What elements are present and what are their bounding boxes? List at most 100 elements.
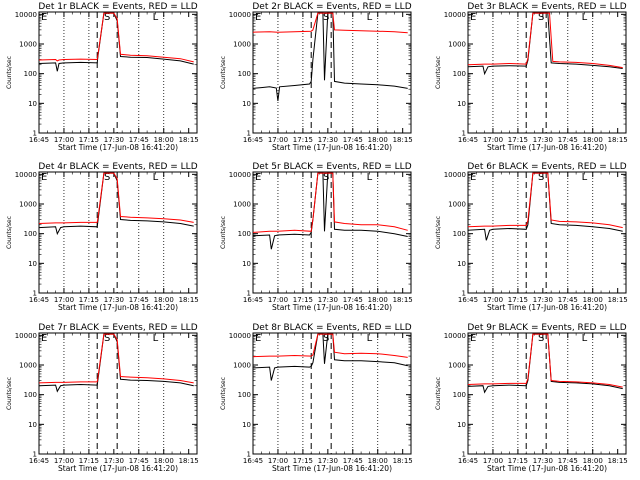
y-tick-label: 1 [247,130,251,138]
y-tick-label: 1000 [448,201,466,209]
panel-det-9: Det 9r BLACK = Events, RED = LLD 1 10 100 10… [435,323,628,473]
y-tick-label: 1000 [19,362,37,370]
series-lld-line [39,12,194,63]
y-axis-label: Counts/sec [220,56,227,89]
series-lld-line [468,333,623,388]
marker-L: L [582,12,588,23]
y-axis-label: Counts/sec [435,56,442,89]
x-tick-label: 16:45 [243,296,263,304]
x-tick-label: 17:15 [293,296,313,304]
y-tick-label: 1000 [448,41,466,49]
panel-title: Det 7r BLACK = Events, RED = LLD [38,323,197,333]
marker-S: S [323,172,329,183]
y-tick-label: 1 [33,290,37,298]
y-tick-label: 10000 [229,171,251,179]
panel-title: Det 5r BLACK = Events, RED = LLD [252,162,411,172]
marker-L: L [153,172,159,183]
y-tick-label: 100 [238,70,251,78]
marker-E: E [470,172,476,183]
marker-L: L [153,12,159,23]
x-tick-label: 17:15 [79,136,99,144]
series-lld-line [39,172,194,224]
y-tick-label: 1 [33,451,37,459]
x-tick-label: 18:00 [154,136,174,144]
x-tick-label: 16:45 [29,457,49,465]
y-tick-label: 1000 [233,41,251,49]
y-tick-label: 10000 [229,11,251,19]
panel-title: Det 6r BLACK = Events, RED = LLD [467,162,626,172]
x-tick-label: 17:15 [508,296,528,304]
x-axis-label: Start Time (17-Jun-08 16:41:20) [272,143,392,152]
marker-L: L [582,172,588,183]
y-tick-label: 10 [457,100,466,108]
x-tick-label: 18:15 [179,296,199,304]
marker-S: S [538,333,544,344]
x-tick-label: 17:30 [104,136,124,144]
y-tick-label: 10000 [229,332,251,340]
x-tick-label: 18:15 [179,136,199,144]
marker-L: L [153,333,159,344]
x-tick-label: 17:30 [318,136,338,144]
series-lld-line [468,12,623,69]
x-tick-label: 18:15 [608,457,628,465]
y-tick-label: 1 [462,451,466,459]
y-tick-label: 10 [28,260,37,268]
y-tick-label: 100 [453,70,466,78]
y-tick-label: 10 [28,421,37,429]
marker-L: L [582,333,588,344]
y-tick-label: 1000 [233,201,251,209]
series-lld-line [39,333,194,384]
y-axis-label: Counts/sec [6,56,13,89]
marker-L: L [367,333,373,344]
panel-det-4: Det 4r BLACK = Events, RED = LLD 1 10 100 10… [6,162,199,312]
panel-title: Det 8r BLACK = Events, RED = LLD [252,323,411,333]
x-tick-label: 17:15 [508,136,528,144]
y-tick-label: 1000 [448,362,466,370]
x-tick-label: 17:00 [268,457,288,465]
x-tick-label: 18:00 [368,457,388,465]
x-tick-label: 17:15 [293,136,313,144]
marker-E: E [470,333,476,344]
series-events-line [39,12,194,72]
panel-title: Det 9r BLACK = Events, RED = LLD [467,323,626,333]
y-tick-label: 10 [242,260,251,268]
y-tick-label: 10000 [15,171,37,179]
marker-E: E [470,12,476,23]
panel-det-2: Det 2r BLACK = Events, RED = LLD 1 10 100 10… [220,2,413,152]
x-axis-label: Start Time (17-Jun-08 16:41:20) [487,464,607,473]
x-tick-label: 17:45 [129,136,149,144]
x-tick-label: 16:45 [29,136,49,144]
y-tick-label: 100 [238,391,251,399]
y-tick-label: 10000 [444,11,466,19]
x-tick-label: 17:00 [268,136,288,144]
x-tick-label: 17:00 [54,296,74,304]
x-tick-label: 18:15 [393,457,413,465]
x-tick-label: 17:00 [483,296,503,304]
panel-title: Det 1r BLACK = Events, RED = LLD [38,2,197,12]
x-tick-label: 17:45 [343,136,363,144]
x-tick-label: 17:00 [268,296,288,304]
x-tick-label: 17:45 [558,457,578,465]
marker-L: L [367,12,373,23]
series-lld-line [253,12,408,34]
x-tick-label: 16:45 [243,136,263,144]
panel-det-3: Det 3r BLACK = Events, RED = LLD 1 10 100 10… [435,2,628,152]
y-tick-label: 1 [462,130,466,138]
x-tick-label: 18:00 [154,457,174,465]
y-tick-label: 1 [247,290,251,298]
panel-title: Det 2r BLACK = Events, RED = LLD [252,2,411,12]
y-tick-label: 100 [238,230,251,238]
y-tick-label: 1000 [233,362,251,370]
y-axis-label: Counts/sec [6,377,13,410]
y-tick-label: 100 [453,230,466,238]
panel-det-1: Det 1r BLACK = Events, RED = LLD 1 10 100 10… [6,2,199,152]
marker-S: S [323,333,329,344]
marker-S: S [104,172,110,183]
plot-frame [467,11,627,134]
y-tick-label: 100 [453,391,466,399]
x-tick-label: 17:15 [79,457,99,465]
panel-title: Det 4r BLACK = Events, RED = LLD [38,162,197,172]
series-lld-line [253,333,408,358]
x-tick-label: 16:45 [458,457,478,465]
x-tick-label: 17:45 [343,457,363,465]
